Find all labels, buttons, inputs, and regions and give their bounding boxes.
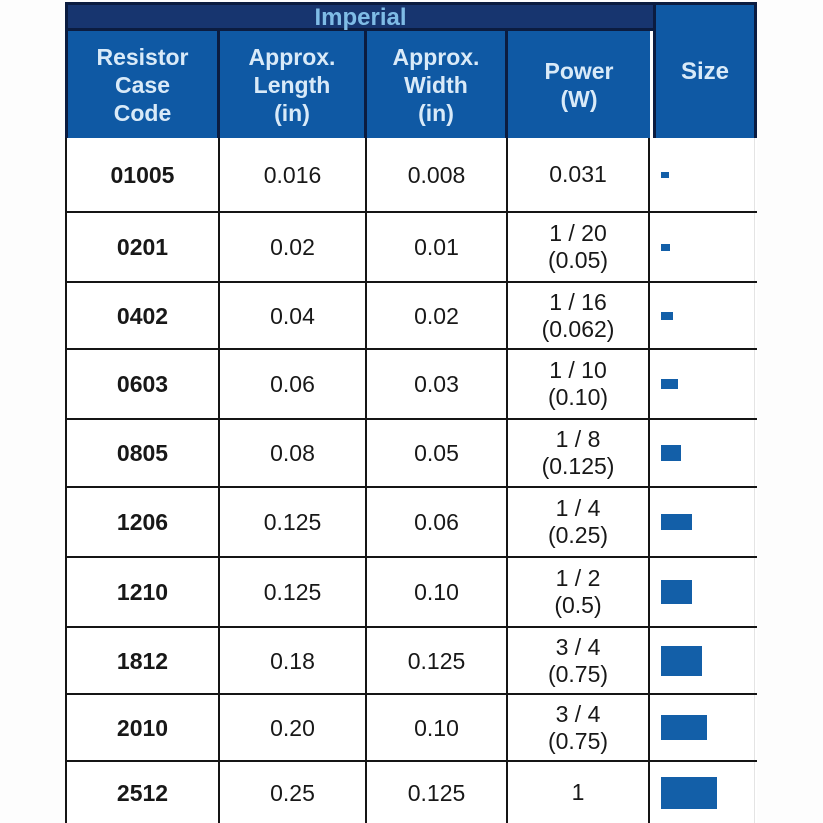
power-cell: 3 / 4 (0.75): [508, 628, 650, 693]
size-cell: [650, 138, 755, 211]
resistor-size-swatch-icon: [661, 645, 702, 676]
length-cell: 0.125: [220, 558, 367, 626]
resistor-size-swatch-icon: [661, 776, 717, 809]
width-cell: 0.05: [367, 420, 508, 486]
imperial-group-header: Imperial: [68, 5, 653, 31]
column-header-approx-length: Approx. Length (in): [220, 31, 367, 138]
resistor-size-swatch-icon: [661, 445, 681, 461]
length-cell: 0.125: [220, 488, 367, 556]
length-cell: 0.08: [220, 420, 367, 486]
table-row: 2512 0.25 0.125 1: [67, 762, 757, 823]
length-cell: 0.04: [220, 283, 367, 348]
resistor-size-swatch-icon: [661, 514, 692, 530]
case-code-cell: 0603: [67, 350, 220, 418]
width-cell: 0.03: [367, 350, 508, 418]
table-row: 0201 0.02 0.01 1 / 20 (0.05): [67, 213, 757, 283]
column-header-resistor-case-code: Resistor Case Code: [68, 31, 220, 138]
case-code-cell: 0402: [67, 283, 220, 348]
width-cell: 0.01: [367, 213, 508, 281]
width-cell: 0.10: [367, 695, 508, 760]
resistor-size-swatch-icon: [661, 580, 692, 604]
column-header-approx-width: Approx. Width (in): [367, 31, 508, 138]
resistor-size-swatch-icon: [661, 715, 707, 740]
resistor-case-code-table: Imperial Resistor Case Code Approx. Leng…: [65, 2, 757, 823]
power-cell: 3 / 4 (0.75): [508, 695, 650, 760]
power-cell: 1 / 4 (0.25): [508, 488, 650, 556]
power-cell: 1 / 16 (0.062): [508, 283, 650, 348]
length-cell: 0.02: [220, 213, 367, 281]
table-row: 01005 0.016 0.008 0.031: [67, 138, 757, 213]
table-row: 0805 0.08 0.05 1 / 8 (0.125): [67, 420, 757, 488]
table-header: Imperial Resistor Case Code Approx. Leng…: [65, 2, 757, 138]
power-cell: 1 / 2 (0.5): [508, 558, 650, 626]
length-cell: 0.016: [220, 138, 367, 211]
table-row: 0402 0.04 0.02 1 / 16 (0.062): [67, 283, 757, 350]
length-cell: 0.18: [220, 628, 367, 693]
power-cell: 1 / 10 (0.10): [508, 350, 650, 418]
imperial-header-group: Imperial Resistor Case Code Approx. Leng…: [68, 5, 653, 138]
resistor-size-swatch-icon: [661, 311, 673, 320]
length-cell: 0.06: [220, 350, 367, 418]
case-code-cell: 1210: [67, 558, 220, 626]
size-cell: [650, 283, 755, 348]
size-cell: [650, 628, 755, 693]
table-row: 0603 0.06 0.03 1 / 10 (0.10): [67, 350, 757, 420]
size-cell: [650, 488, 755, 556]
width-cell: 0.06: [367, 488, 508, 556]
power-cell: 0.031: [508, 138, 650, 211]
resistor-size-swatch-icon: [661, 379, 678, 389]
length-cell: 0.20: [220, 695, 367, 760]
size-cell: [650, 213, 755, 281]
size-cell: [650, 695, 755, 760]
width-cell: 0.125: [367, 762, 508, 823]
width-cell: 0.125: [367, 628, 508, 693]
case-code-cell: 1812: [67, 628, 220, 693]
size-cell: [650, 762, 755, 823]
case-code-cell: 0201: [67, 213, 220, 281]
size-cell: [650, 350, 755, 418]
size-cell: [650, 558, 755, 626]
column-headers-row: Resistor Case Code Approx. Length (in) A…: [68, 31, 653, 138]
case-code-cell: 2010: [67, 695, 220, 760]
column-header-power: Power (W): [508, 31, 650, 138]
table-body: 01005 0.016 0.008 0.031 0201 0.02 0.01 1…: [65, 138, 757, 823]
case-code-cell: 2512: [67, 762, 220, 823]
resistor-size-swatch-icon: [661, 243, 670, 251]
table-row: 1206 0.125 0.06 1 / 4 (0.25): [67, 488, 757, 558]
width-cell: 0.02: [367, 283, 508, 348]
table-row: 2010 0.20 0.10 3 / 4 (0.75): [67, 695, 757, 762]
power-cell: 1 / 20 (0.05): [508, 213, 650, 281]
table-row: 1812 0.18 0.125 3 / 4 (0.75): [67, 628, 757, 695]
column-header-size: Size: [653, 5, 754, 138]
power-cell: 1: [508, 762, 650, 823]
case-code-cell: 0805: [67, 420, 220, 486]
width-cell: 0.008: [367, 138, 508, 211]
size-cell: [650, 420, 755, 486]
resistor-size-swatch-icon: [661, 171, 669, 178]
case-code-cell: 1206: [67, 488, 220, 556]
case-code-cell: 01005: [67, 138, 220, 211]
length-cell: 0.25: [220, 762, 367, 823]
width-cell: 0.10: [367, 558, 508, 626]
power-cell: 1 / 8 (0.125): [508, 420, 650, 486]
table-row: 1210 0.125 0.10 1 / 2 (0.5): [67, 558, 757, 628]
